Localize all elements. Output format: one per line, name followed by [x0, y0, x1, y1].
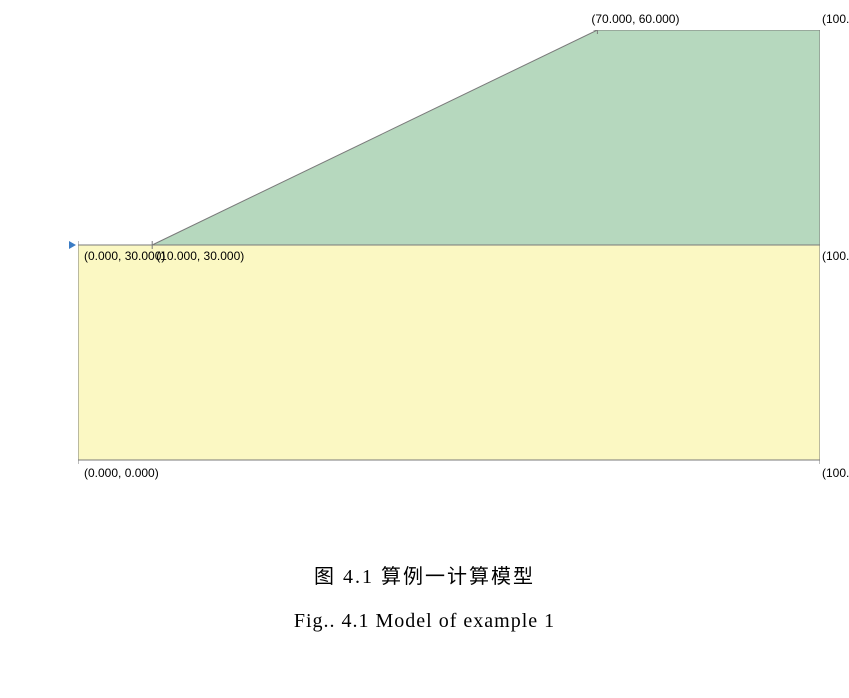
coord-label: (10.000, 30.000): [156, 249, 244, 263]
coord-label: (0.000, 0.000): [84, 466, 159, 480]
caption-chinese: 图 4.1 算例一计算模型: [0, 560, 849, 589]
coord-label: (100.000, 0: [822, 466, 849, 480]
origin-marker-icon: [69, 241, 76, 249]
coord-label: (0.000, 30.000): [84, 249, 165, 263]
diagram-container: (0.000, 0.000) (0.000, 30.000)(10.000, 30…: [78, 30, 820, 490]
coord-label: (100.000, 6: [822, 12, 849, 26]
caption-english: Fig.. 4.1 Model of example 1: [0, 610, 849, 633]
coord-label: (70.000, 60.000): [591, 12, 679, 26]
coord-label: (100.000, 3: [822, 249, 849, 263]
